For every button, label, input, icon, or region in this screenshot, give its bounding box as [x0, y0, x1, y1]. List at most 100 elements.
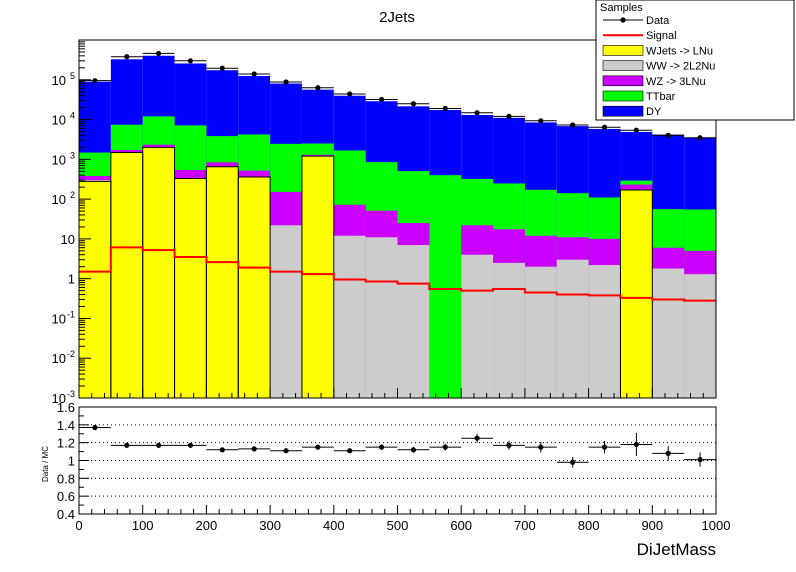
ratio-point-8 [347, 448, 353, 454]
y-tick-exponent: 5 [70, 71, 75, 81]
stack-bar-ww-2l2nu-9 [365, 237, 398, 398]
ratio-point-17 [633, 441, 639, 448]
data-point-6 [283, 79, 289, 85]
stack-bar-ww-2l2nu-16 [588, 265, 621, 398]
data-point-0 [92, 78, 98, 84]
ratio-point-19 [697, 457, 703, 463]
ratio-point-2 [156, 442, 162, 448]
data-point-3 [187, 58, 194, 64]
data-point-14 [538, 118, 544, 124]
data-point-5 [251, 71, 257, 77]
data-point-2 [156, 50, 162, 57]
ratio-point-11 [442, 444, 448, 450]
stack-bar-ww-2l2nu-10 [397, 245, 430, 398]
x-tick-label: 400 [323, 518, 345, 533]
ratio-y-tick-label: 1.6 [57, 400, 75, 415]
stack-bar-wjets-lnu-17 [620, 189, 653, 398]
data-point-11 [442, 105, 448, 112]
ratio-point-7 [315, 444, 321, 450]
ratio-point-0 [92, 424, 98, 431]
data-point-9 [378, 96, 385, 103]
legend-label: Signal [646, 30, 677, 42]
y-tick-label: 1 [68, 272, 75, 287]
ratio-point-15 [570, 459, 576, 465]
y-tick-label: 10 [52, 351, 66, 366]
stack-bar-wjets-lnu-1 [110, 152, 143, 398]
y-tick-label: 10 [52, 391, 66, 406]
ratio-plot: 0.4 0.6 0.8 1 1.2 1.4 1.6 0 100 200 300 400 500 600 70… [57, 400, 731, 533]
legend-label: TTbar [646, 91, 676, 103]
data-point-12 [474, 110, 480, 116]
ratio-point-4 [219, 447, 225, 453]
legend-data-marker [620, 17, 626, 23]
stack-bar-wjets-lnu-0 [79, 181, 111, 398]
stack-bar-wjets-lnu-2 [142, 147, 175, 398]
x-tick-label: 900 [641, 518, 663, 533]
x-tick-label: 800 [578, 518, 600, 533]
legend-label: Data [646, 15, 670, 27]
x-tick-label: 500 [387, 518, 409, 533]
stack-bar-ww-2l2nu-14 [524, 266, 557, 398]
y-tick-exponent: -1 [67, 309, 75, 319]
legend-label: WW -> 2L2Nu [646, 61, 715, 73]
legend-label: WJets -> LNu [646, 45, 713, 57]
wjets-outline-17 [619, 189, 653, 398]
data-point-18 [665, 132, 671, 138]
y-tick-exponent: -2 [67, 349, 75, 359]
ratio-point-5 [251, 446, 257, 452]
data-point-16 [601, 124, 608, 130]
legend-swatch [602, 75, 644, 87]
y-tick-label: 10 [52, 113, 66, 128]
ratio-y-tick-label: 1.4 [57, 418, 75, 433]
data-point-15 [570, 122, 576, 128]
stack-bar-wjets-lnu-5 [238, 176, 271, 398]
stack-bar-ww-2l2nu-18 [652, 268, 685, 398]
legend-title: Samples [600, 2, 643, 14]
y-tick-label: 10 [52, 73, 66, 88]
ratio-y-tick-label: 1.2 [57, 436, 75, 451]
ratio-point-1 [124, 442, 130, 448]
data-point-13 [506, 113, 512, 120]
stack-bar-ww-2l2nu-15 [556, 259, 589, 398]
stack-bar-wjets-lnu-7 [301, 156, 334, 398]
data-point-10 [410, 101, 417, 107]
stack-bar-ww-2l2nu-19 [684, 274, 716, 398]
x-tick-label: 100 [132, 518, 154, 533]
ratio-point-9 [378, 444, 385, 450]
y-tick-exponent: 3 [70, 150, 75, 160]
ratio-y-tick-label: 0.6 [57, 489, 75, 504]
x-tick-label: 700 [514, 518, 536, 533]
stack-bar-wjets-lnu-3 [174, 178, 207, 398]
ratio-point-13 [506, 442, 512, 448]
ratio-point-6 [283, 448, 289, 454]
y-tick-label: 10 [52, 192, 66, 207]
legend-swatch [602, 105, 644, 117]
data-point-19 [697, 135, 703, 141]
legend-swatch [602, 60, 644, 71]
x-tick-label: 200 [196, 518, 218, 533]
ratio-point-3 [187, 442, 194, 448]
legend-label: DY [646, 106, 662, 118]
legend-label: WZ -> 3LNu [646, 76, 706, 88]
y-tick-exponent: -3 [67, 389, 75, 399]
stack-bar-wjets-lnu-4 [206, 166, 239, 398]
chart-title: 2Jets [379, 9, 415, 26]
signal-line [79, 246, 716, 302]
ratio-point-16 [601, 444, 608, 450]
y-tick-label: 10 [52, 311, 66, 326]
legend-swatch [602, 90, 644, 102]
data-point-4 [219, 65, 225, 71]
data-point-1 [124, 54, 130, 60]
data-point-8 [347, 91, 353, 97]
x-axis-title: DiJetMass [637, 540, 716, 559]
x-tick-label: 0 [75, 518, 82, 533]
ratio-y-axis-title: Data / MC [41, 446, 50, 482]
x-tick-label: 1000 [702, 518, 731, 533]
stack-bar-ww-2l2nu-6 [270, 225, 302, 398]
ratio-point-10 [410, 447, 417, 453]
ratio-point-12 [474, 435, 480, 441]
x-tick-label: 600 [450, 518, 472, 533]
stack-bar-ww-2l2nu-13 [493, 262, 525, 398]
ratio-frame [78, 406, 717, 515]
